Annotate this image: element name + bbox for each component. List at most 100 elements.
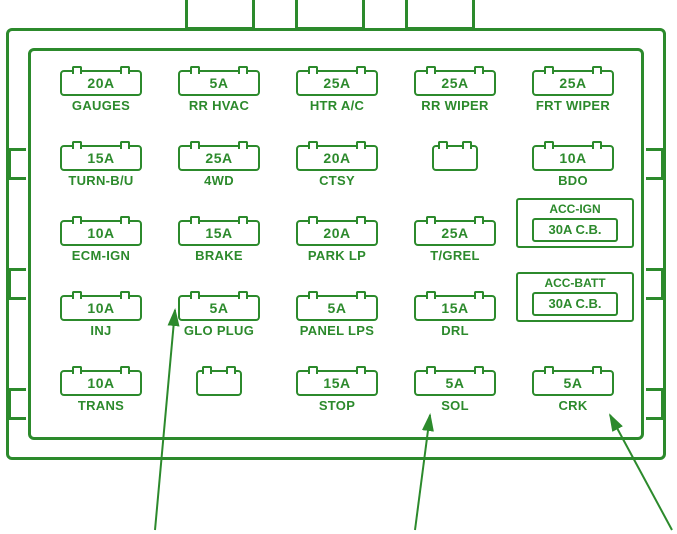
fuse-slot: 5ACRK: [517, 370, 629, 413]
fuse-slot: 15ATURN-B/U: [45, 145, 157, 188]
fuse-label: PANEL LPS: [281, 323, 393, 338]
fuse-rating: 5A: [210, 75, 229, 91]
fuse-clip-icon: [190, 141, 200, 149]
cb-rating: 30A C.B.: [532, 292, 618, 316]
fuse-rating: 25A: [323, 75, 350, 91]
fuse-rating: 25A: [441, 75, 468, 91]
fuse-clip-icon: [72, 291, 82, 299]
fuse-clip-icon: [356, 141, 366, 149]
fuse-empty: [432, 145, 478, 171]
fuse-clip-icon: [238, 66, 248, 74]
fuse-label: TRANS: [45, 398, 157, 413]
fuse-clip-icon: [356, 66, 366, 74]
fuse-clip-icon: [308, 216, 318, 224]
fuse-clip-icon: [120, 291, 130, 299]
fuse-clip-icon: [544, 141, 554, 149]
top-tab: [405, 0, 475, 30]
fuse-slot: 10ABDO: [517, 145, 629, 188]
fuse-clip-icon: [544, 366, 554, 374]
panel-notch: [646, 388, 664, 420]
fuse-rating: 10A: [559, 150, 586, 166]
fuse-label: RR HVAC: [163, 98, 275, 113]
fuse-label: T/GREL: [399, 248, 511, 263]
fuse-rating: 10A: [87, 375, 114, 391]
fuse-clip-icon: [426, 291, 436, 299]
fuse-slot: 25A RR WIPER: [399, 70, 511, 113]
fuse: 5A: [178, 295, 260, 321]
fuse-slot: 5A SOL: [399, 370, 511, 413]
fuse-clip-icon: [72, 141, 82, 149]
fuse: 25A: [414, 220, 496, 246]
fuse: 15A: [296, 370, 378, 396]
panel-notch: [646, 148, 664, 180]
fuse: 15A: [178, 220, 260, 246]
fuse-slot: 5AGLO PLUG: [163, 295, 275, 338]
fuse-slot: 25A T/GREL: [399, 220, 511, 263]
fuse-label: CTSY: [281, 173, 393, 188]
fuse-rating: 5A: [564, 375, 583, 391]
fuse-clip-icon: [120, 366, 130, 374]
fuse-clip-icon: [426, 66, 436, 74]
fuse-clip-icon: [72, 66, 82, 74]
fuse-clip-icon: [426, 366, 436, 374]
fuse-clip-icon: [226, 366, 236, 374]
fuse-rating: 10A: [87, 225, 114, 241]
fuse-slot: 5A RR HVAC: [163, 70, 275, 113]
fuse-slot: 20AGAUGES: [45, 70, 157, 113]
fuse: 15A: [414, 295, 496, 321]
fuse-clip-icon: [356, 216, 366, 224]
fuse-clip-icon: [120, 141, 130, 149]
fuse: 10A: [532, 145, 614, 171]
fuse-rating: 25A: [205, 150, 232, 166]
fuse-rating: 15A: [323, 375, 350, 391]
fuse-clip-icon: [238, 291, 248, 299]
fuse-rating: 5A: [328, 300, 347, 316]
fuse: 10A: [60, 220, 142, 246]
fuse-label: RR WIPER: [399, 98, 511, 113]
top-tab: [185, 0, 255, 30]
fuse-label: ECM-IGN: [45, 248, 157, 263]
fuse-rating: 20A: [87, 75, 114, 91]
fuse-rating: 20A: [323, 150, 350, 166]
fuse-clip-icon: [190, 216, 200, 224]
fuse-rating: 20A: [323, 225, 350, 241]
circuit-breaker: ACC-BATT30A C.B.: [516, 272, 634, 322]
fuse: 5A: [414, 370, 496, 396]
fuse-rating: 5A: [446, 375, 465, 391]
cb-title: ACC-IGN: [518, 202, 632, 216]
fuse-slot: 15ABRAKE: [163, 220, 275, 263]
fuse-clip-icon: [120, 216, 130, 224]
fuse-label: SOL: [399, 398, 511, 413]
fuse-slot: 15ADRL: [399, 295, 511, 338]
fuse-slot: 10A ECM-IGN: [45, 220, 157, 263]
fuse-label: PARK LP: [281, 248, 393, 263]
fuse-clip-icon: [190, 291, 200, 299]
fuse-label: INJ: [45, 323, 157, 338]
fuse: 25A: [532, 70, 614, 96]
fuse-slot: 10A TRANS: [45, 370, 157, 413]
fuse-clip-icon: [592, 141, 602, 149]
fuse-empty: [196, 370, 242, 396]
fuse-slot: 25AHTR A/C: [281, 70, 393, 113]
fuse-slot: 20A PARK LP: [281, 220, 393, 263]
fuse-clip-icon: [238, 216, 248, 224]
fuse: 10A: [60, 295, 142, 321]
fuse-clip-icon: [308, 141, 318, 149]
fuse-slot: 15ASTOP: [281, 370, 393, 413]
cb-rating: 30A C.B.: [532, 218, 618, 242]
fuse-slot: 25AFRT WIPER: [517, 70, 629, 113]
fuse-clip-icon: [474, 66, 484, 74]
fuse-slot: 20A CTSY: [281, 145, 393, 188]
fuse-rating: 5A: [210, 300, 229, 316]
fuse: 5A: [296, 295, 378, 321]
fuse: 25A: [414, 70, 496, 96]
panel-notch: [8, 148, 26, 180]
fuse-clip-icon: [474, 291, 484, 299]
fuse-clip-icon: [462, 141, 472, 149]
fuse-clip-icon: [474, 366, 484, 374]
fuse-clip-icon: [426, 216, 436, 224]
fuse-slot: 10A INJ: [45, 295, 157, 338]
fuse: 20A: [60, 70, 142, 96]
fuse: 25A: [296, 70, 378, 96]
panel-notch: [8, 388, 26, 420]
